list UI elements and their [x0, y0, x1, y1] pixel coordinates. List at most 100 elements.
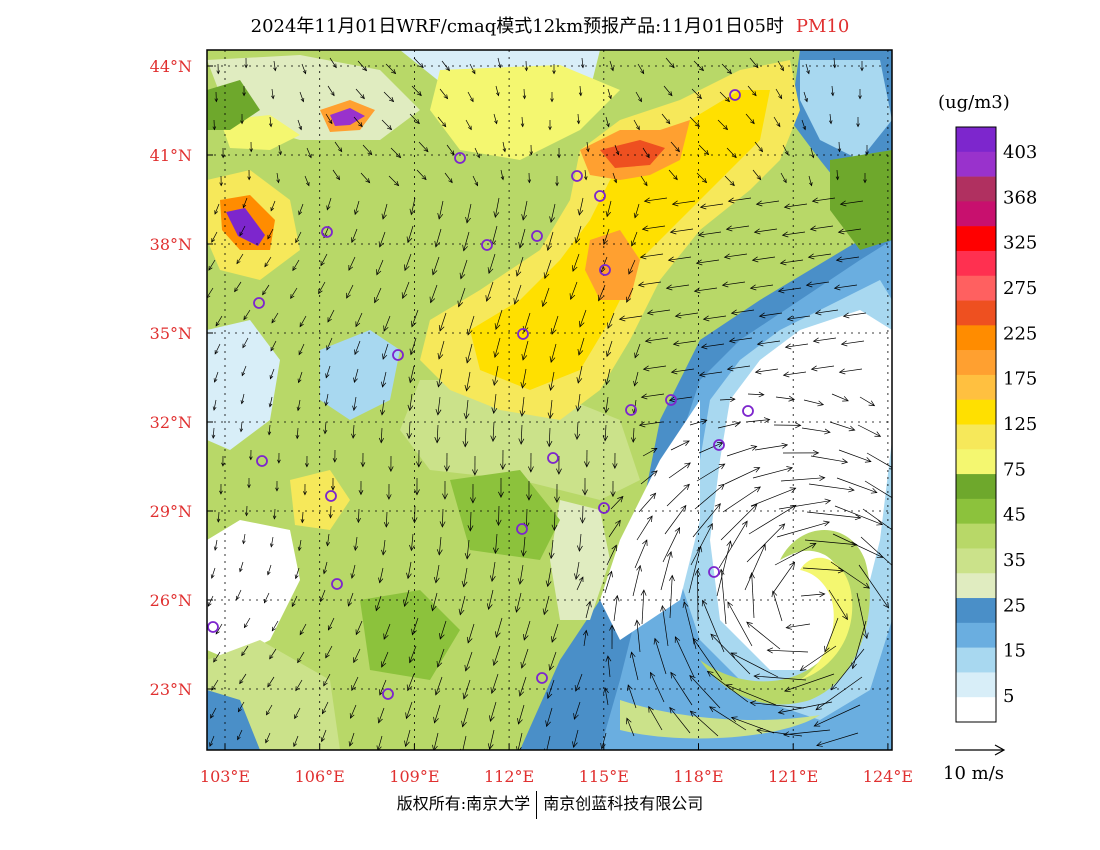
wind-arrowhead — [653, 637, 660, 645]
wind-arrow — [607, 656, 611, 678]
wind-arrowhead — [450, 150, 455, 156]
wind-arrow — [754, 228, 778, 233]
wind-arrow — [664, 505, 687, 535]
pollutant-label: PM10 — [795, 16, 850, 37]
wind-arrow — [628, 259, 636, 275]
lon-tick-label: 124°E — [863, 767, 913, 786]
wind-arrow — [381, 119, 392, 130]
wind-arrow — [605, 396, 609, 413]
wind-arrow — [466, 539, 470, 559]
wind-arrow — [693, 60, 704, 71]
wind-arrowhead — [386, 494, 392, 500]
wind-arrow — [700, 203, 724, 208]
wind-arrowhead — [613, 179, 618, 184]
wind-arrow — [525, 60, 527, 71]
wind-arrow — [407, 225, 414, 243]
wind-arrowhead — [493, 351, 500, 358]
wind-arrowhead — [610, 67, 614, 72]
wind-arrow — [804, 539, 857, 546]
wind-arrow — [834, 284, 858, 289]
wind-arrow — [409, 365, 415, 383]
wind-arrow — [405, 729, 411, 747]
wind-arrow — [212, 427, 215, 439]
colorbar — [955, 126, 997, 723]
wind-arrow — [388, 175, 399, 186]
wind-arrow — [295, 567, 300, 579]
wind-arrowhead — [300, 98, 305, 103]
latitude-labels: 44°N 41°N 38°N 35°N 32°N 29°N 26°N 23°N — [150, 57, 213, 699]
wind-arrowhead — [727, 197, 735, 204]
lon-tick-label: 112°E — [484, 767, 534, 786]
wind-arrow — [416, 169, 427, 180]
wind-arrow — [522, 536, 526, 557]
wind-arrow — [460, 259, 468, 279]
wind-arrow — [306, 147, 312, 158]
wind-arrow — [242, 197, 248, 208]
wind-arrow — [606, 200, 612, 217]
wind-arrow — [606, 340, 613, 357]
colorbar-labels: 403 368 325 275 225 175 125 75 45 35 25 15 5 — [1003, 142, 1037, 707]
wind-arrow — [544, 259, 552, 279]
wind-arrowhead — [728, 337, 736, 344]
wind-arrowhead — [408, 376, 415, 384]
wind-arrowhead — [614, 519, 621, 527]
wind-arrow — [633, 119, 640, 130]
wind-arrowhead — [835, 176, 840, 181]
wind-arrow — [634, 371, 639, 386]
wind-arrow — [520, 424, 523, 445]
wind-arrowhead — [756, 727, 763, 734]
wind-arrowhead — [351, 237, 356, 243]
wind-arrowhead — [298, 126, 303, 131]
wind-arrow — [491, 225, 498, 246]
wind-arrowhead — [383, 325, 389, 332]
wind-arrow — [382, 203, 388, 220]
wind-arrow — [298, 539, 302, 551]
wind-arrowhead — [610, 491, 616, 498]
wind-arrowhead — [814, 309, 822, 316]
wind-arrow — [859, 396, 875, 406]
wind-arrow — [330, 505, 332, 518]
wind-arrow — [463, 679, 471, 699]
wind-arrowhead — [207, 293, 211, 299]
wind-arrowhead — [707, 523, 713, 530]
wind-arrowhead — [221, 154, 225, 159]
wind-arrowhead — [582, 489, 588, 496]
wind-arrow — [731, 309, 755, 314]
wind-arrowhead — [270, 207, 275, 212]
wind-arrowhead — [434, 240, 441, 248]
wind-arrowhead — [696, 94, 702, 100]
wind-arrowhead — [642, 365, 650, 372]
wind-arrow — [351, 228, 358, 243]
wind-arrow — [402, 281, 410, 299]
city-marker — [713, 439, 725, 451]
wind-arrow — [642, 448, 658, 457]
wind-arrowhead — [726, 365, 734, 372]
wind-arrowhead — [805, 281, 813, 288]
city-marker — [382, 688, 394, 700]
wind-arrow — [710, 633, 751, 675]
wind-arrow — [348, 592, 354, 607]
wind-arrow — [354, 368, 359, 383]
wind-arrowhead — [876, 519, 884, 526]
wind-arrow — [553, 511, 556, 531]
wind-arrow — [375, 595, 382, 611]
wind-arrowhead — [322, 569, 327, 575]
wind-arrowhead — [519, 410, 526, 417]
wind-arrowhead — [546, 244, 552, 252]
wind-arrowhead — [870, 488, 878, 494]
wind-arrowhead — [547, 412, 554, 420]
wind-arrowhead — [813, 721, 821, 727]
wind-arrow — [494, 197, 500, 218]
wind-arrow — [609, 60, 614, 71]
wind-arrow — [579, 85, 582, 96]
wind-arrowhead — [781, 231, 789, 238]
wind-arrow — [299, 91, 304, 102]
city-marker — [536, 672, 548, 684]
wind-arrow — [605, 116, 610, 127]
wind-arrowhead — [552, 70, 556, 75]
wind-arrowhead — [299, 322, 304, 328]
wind-arrow — [211, 567, 216, 579]
wind-arrow — [584, 169, 587, 180]
wind-arrowhead — [550, 328, 557, 335]
wind-arrow — [269, 648, 277, 660]
